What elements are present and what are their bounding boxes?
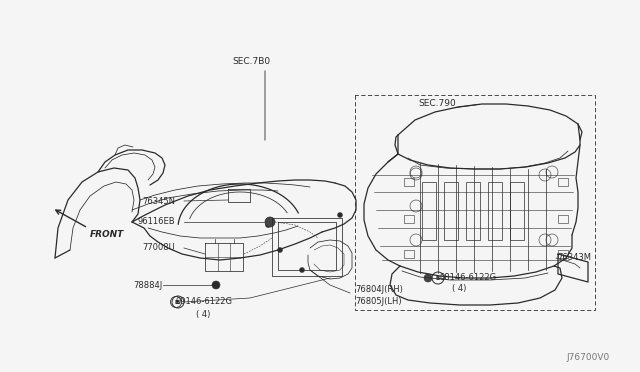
Bar <box>404 178 414 186</box>
Bar <box>488 182 502 240</box>
Text: 78884J: 78884J <box>134 280 163 289</box>
Text: B: B <box>176 299 180 305</box>
Bar <box>404 215 414 223</box>
Circle shape <box>212 281 220 289</box>
Text: B: B <box>436 276 440 280</box>
Text: 08146-6122G: 08146-6122G <box>440 273 497 282</box>
Bar <box>404 250 414 258</box>
Text: J76700V0: J76700V0 <box>567 353 610 362</box>
Bar <box>422 182 436 240</box>
Circle shape <box>300 267 305 273</box>
Text: 96116EB: 96116EB <box>138 218 175 227</box>
Circle shape <box>424 274 432 282</box>
Circle shape <box>266 222 271 228</box>
Bar <box>558 250 568 258</box>
Circle shape <box>337 212 342 218</box>
Text: 76804J(RH): 76804J(RH) <box>355 285 403 295</box>
Text: ( 4): ( 4) <box>196 310 211 318</box>
Text: 76805J(LH): 76805J(LH) <box>355 296 402 305</box>
Bar <box>558 215 568 223</box>
Text: ( 4): ( 4) <box>452 285 467 294</box>
Bar <box>466 182 480 240</box>
Text: SEC.7B0: SEC.7B0 <box>232 58 270 67</box>
Circle shape <box>278 247 282 253</box>
Bar <box>510 182 524 240</box>
Text: 76345N: 76345N <box>142 196 175 205</box>
Text: 09146-6122G: 09146-6122G <box>175 298 232 307</box>
Text: 77008U: 77008U <box>142 244 175 253</box>
Text: 76343M: 76343M <box>557 253 591 263</box>
Text: B: B <box>174 299 178 305</box>
Bar <box>558 178 568 186</box>
Circle shape <box>265 217 275 227</box>
Text: FRONT: FRONT <box>90 230 124 239</box>
Text: SEC.790: SEC.790 <box>418 99 456 108</box>
Bar <box>444 182 458 240</box>
